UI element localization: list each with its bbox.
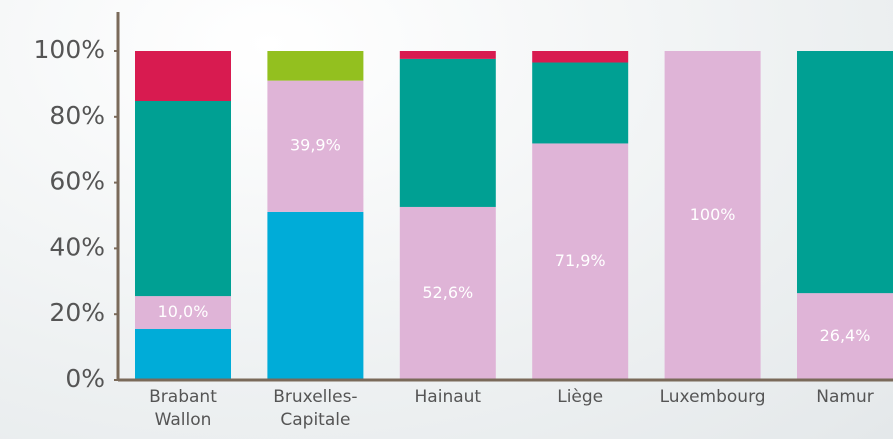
y-tick-label: 40% [49,232,105,261]
bar-segment [532,51,629,63]
label-line: Bruxelles- [273,387,357,407]
x-tick-label: Bruxelles- Capitale [273,387,357,430]
data-label: 39,9% [290,136,341,155]
bar-segment [267,211,364,380]
bar-segment [664,51,761,380]
y-tick-label: 100% [34,35,105,64]
data-label: 10,0% [158,302,209,321]
bar-segment [532,143,629,380]
bar-segment [135,51,231,102]
data-label: 71,9% [555,251,606,270]
bar-segment [797,51,893,294]
x-tick-label: Brabant Wallon [149,387,217,430]
bar-segment [135,296,231,330]
bar-segment [399,58,496,207]
data-label: 100% [690,205,736,224]
y-tick-label: 80% [49,101,105,130]
x-tick-label: Hainaut [415,387,482,407]
x-tick-label: Liège [557,387,603,407]
label-line: Wallon [155,410,212,430]
bar-segment [399,206,496,380]
bar-segment [797,293,893,380]
label-line: Brabant [149,387,217,407]
bar-segment [135,329,231,380]
bar-segment [267,51,364,81]
x-tick-label: Luxembourg [660,387,766,407]
bar-segment [135,101,231,297]
y-tick-label: 20% [49,298,105,327]
y-tick-label: 0% [65,364,105,393]
y-tick-label: 60% [49,167,105,196]
bar-segment [532,62,629,144]
bar-segment [267,80,364,212]
x-tick-label: Namur [816,387,873,407]
bar-segment [399,51,496,59]
label-line: Capitale [280,410,350,430]
data-label: 26,4% [820,326,871,345]
data-label: 52,6% [422,283,473,302]
